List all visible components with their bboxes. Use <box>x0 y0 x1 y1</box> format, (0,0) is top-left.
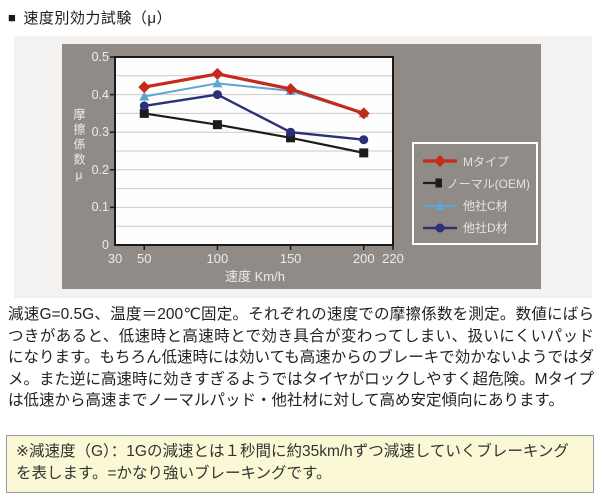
legend-swatch-diamond-icon <box>423 155 457 167</box>
page-title-text: 速度別効力試験（μ） <box>23 10 173 27</box>
description-text: 減速G=0.5G、温度＝200℃固定。それぞれの速度での摩擦係数を測定。数値にば… <box>8 306 594 409</box>
legend-label: ノーマル(OEM) <box>446 176 530 191</box>
data-point-marker <box>139 108 149 118</box>
chart-legend: Mタイプノーマル(OEM) 他社C材他社D材 <box>412 142 538 245</box>
chart-container: 摩擦係数μ 0 0.1 0.2 0.3 0.4 0.5 30 50 100 150 200 220 … <box>62 44 541 289</box>
legend-item: Mタイプ <box>422 151 530 171</box>
data-point-marker <box>359 148 369 158</box>
data-point-marker <box>357 107 370 120</box>
note-text: ※減速度（G）：1Gの減速とは１秒間に約35km/hずつ減速していくブレーキング… <box>16 443 569 482</box>
legend-swatch-circle-icon <box>423 223 457 233</box>
x-axis-title: 速度 Km/h <box>225 269 285 284</box>
section-bullet-icon: ■ <box>8 10 17 25</box>
series-line-3 <box>143 93 365 141</box>
data-point-marker <box>212 90 222 100</box>
x-tick-label: 100 <box>206 251 229 266</box>
series-line-0 <box>142 72 366 116</box>
legend-label: Mタイプ <box>463 154 509 169</box>
data-point-marker <box>286 133 296 143</box>
note-box: ※減速度（G）：1Gの減速とは１秒間に約35km/hずつ減速していくブレーキング… <box>6 435 594 493</box>
chart-plot-svg <box>110 56 394 250</box>
data-point-marker <box>284 82 297 95</box>
legend-swatch-triangle-icon <box>423 200 457 210</box>
data-point-marker <box>139 91 150 101</box>
chart-panel: 摩擦係数μ 0 0.1 0.2 0.3 0.4 0.5 30 50 100 150 200 220 … <box>14 36 592 298</box>
legend-swatch-square-icon <box>423 178 442 188</box>
series-line-2 <box>143 82 365 115</box>
y-tick-label: 0.4 <box>91 87 109 102</box>
legend-label: 他社C材 <box>463 199 508 214</box>
page-title: ■ 速度別効力試験（μ） <box>8 7 172 28</box>
legend-item: ノーマル(OEM) <box>422 173 530 193</box>
series-line-1 <box>143 112 365 154</box>
data-point-marker <box>359 135 369 145</box>
x-tick-label: 150 <box>279 251 302 266</box>
legend-item: 他社D材 <box>422 218 530 238</box>
data-point-marker <box>138 81 151 94</box>
data-point-marker <box>211 67 224 80</box>
x-tick-label: 200 <box>352 251 375 266</box>
x-tick-label: 50 <box>137 251 152 266</box>
legend-item: 他社C材 <box>422 196 530 216</box>
legend-label: 他社D材 <box>463 221 508 236</box>
x-tick-label: 30 <box>107 251 123 266</box>
plot-border <box>114 56 394 246</box>
y-tick-label: 0.1 <box>91 200 109 215</box>
y-tick-label: 0.5 <box>91 50 109 64</box>
data-point-marker <box>286 127 296 137</box>
x-tick-label: 220 <box>382 251 404 266</box>
data-point-marker <box>212 78 223 88</box>
data-point-marker <box>139 101 149 111</box>
y-tick-label: 0 <box>102 238 109 252</box>
data-point-marker <box>212 120 222 130</box>
plot-area <box>110 56 394 250</box>
y-axis-title: 摩擦係数μ <box>72 108 86 185</box>
